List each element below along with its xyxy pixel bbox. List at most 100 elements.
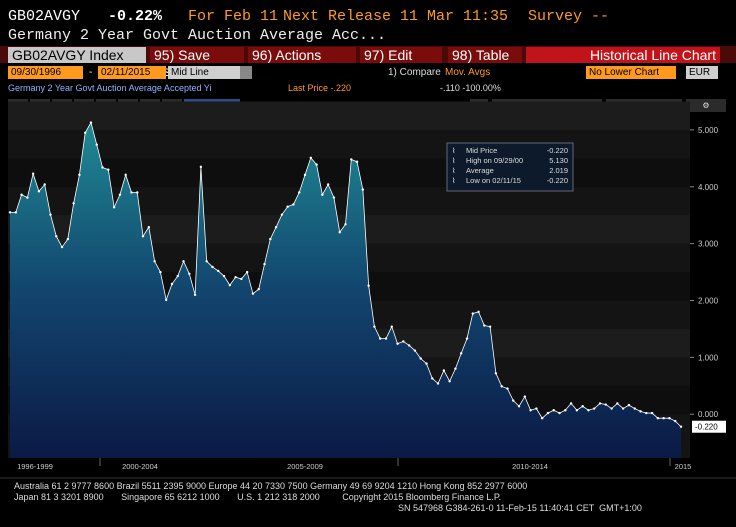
- y-tick-label: 0.000: [698, 410, 719, 419]
- legend-value: 2.019: [549, 166, 568, 175]
- mov-avgs[interactable]: Mov. Avgs: [445, 67, 491, 78]
- point: [55, 235, 58, 238]
- point: [303, 173, 307, 177]
- end-date[interactable]: 02/11/2015: [98, 66, 166, 79]
- point: [616, 402, 619, 405]
- start-date[interactable]: 09/30/1996: [8, 66, 83, 79]
- legend-icon: ⌇: [452, 167, 455, 175]
- x-period-label: 2015: [675, 462, 692, 471]
- toolbar-button[interactable]: 97) Edit: [360, 47, 442, 63]
- point: [217, 269, 220, 273]
- point: [344, 223, 347, 226]
- point: [147, 225, 151, 229]
- point: [153, 260, 156, 263]
- point: [558, 411, 561, 415]
- point: [95, 143, 98, 146]
- point: [442, 369, 446, 372]
- currency[interactable]: EUR: [686, 66, 718, 79]
- point: [407, 344, 411, 347]
- x-period-label: 2000-2004: [122, 462, 158, 471]
- change: -0.22%: [108, 8, 163, 25]
- point: [500, 385, 503, 388]
- point: [564, 409, 567, 412]
- point: [529, 409, 532, 412]
- price-change: -.110 -100.00%: [440, 83, 501, 93]
- point: [182, 260, 185, 263]
- point: [332, 196, 336, 199]
- point: [222, 274, 226, 278]
- settings-button[interactable]: ⚙: [686, 99, 726, 112]
- point: [535, 407, 538, 410]
- point: [107, 168, 110, 171]
- point: [610, 407, 613, 410]
- y-tick-label: 4.000: [698, 183, 719, 192]
- release-date: For Feb 11: [188, 8, 279, 25]
- point: [645, 411, 648, 415]
- point: [315, 163, 318, 166]
- x-period-label: 1996-1999: [17, 462, 53, 471]
- point: [263, 262, 266, 266]
- point: [488, 325, 492, 328]
- point: [240, 277, 243, 281]
- point: [20, 193, 23, 196]
- point: [465, 337, 469, 340]
- date-dash: -: [89, 67, 93, 78]
- point: [396, 342, 399, 345]
- point: [280, 213, 284, 216]
- footer-line: SN 547968 G384-261-0 11-Feb-15 11:40:41 …: [398, 503, 642, 513]
- point: [656, 416, 660, 420]
- y-tick-label: 2.000: [698, 296, 719, 305]
- point: [159, 270, 162, 274]
- point: [245, 270, 249, 274]
- point: [512, 399, 515, 402]
- legend-value: -0.220: [547, 146, 568, 155]
- point: [228, 283, 232, 287]
- legend-value: -0.220: [547, 176, 568, 185]
- last-price: Last Price -.220: [288, 83, 352, 93]
- point: [199, 165, 203, 169]
- legend-name: Average: [466, 166, 494, 175]
- point: [78, 173, 81, 177]
- toolbar-button[interactable]: 98) Table: [448, 47, 522, 63]
- point: [679, 425, 683, 428]
- toolbar-button[interactable]: 96) Actions: [248, 47, 356, 63]
- point: [14, 211, 17, 214]
- point: [674, 419, 677, 423]
- point: [83, 131, 87, 134]
- point: [234, 275, 237, 279]
- point: [581, 405, 584, 408]
- point: [477, 310, 480, 314]
- point: [639, 410, 642, 413]
- legend-value: 5.130: [549, 156, 568, 165]
- legend-icon: ⌇: [452, 157, 455, 165]
- dropdown-arrow[interactable]: [240, 66, 252, 79]
- compare[interactable]: 1) Compare: [388, 67, 441, 78]
- point: [193, 293, 197, 297]
- point: [326, 183, 330, 186]
- point: [384, 337, 388, 340]
- legend-name: Low on 02/11/15: [466, 176, 521, 185]
- point: [211, 265, 214, 269]
- point: [390, 325, 393, 328]
- lower-chart[interactable]: No Lower Chart: [586, 66, 676, 79]
- point: [118, 193, 122, 196]
- point: [454, 367, 457, 370]
- point: [598, 402, 602, 405]
- point: [604, 403, 608, 406]
- line-type[interactable]: Mid Line: [168, 66, 240, 79]
- point: [112, 206, 116, 209]
- point: [37, 190, 41, 193]
- legend-icon: ⌇: [452, 177, 455, 185]
- point: [72, 202, 75, 205]
- point: [662, 416, 665, 420]
- view-title[interactable]: Historical Line Chart: [526, 47, 720, 63]
- point: [373, 325, 376, 328]
- security-box[interactable]: GB02AVGY Index: [8, 47, 146, 63]
- point: [448, 380, 451, 383]
- point: [31, 172, 35, 175]
- y-tick-label: 1.000: [698, 353, 719, 362]
- point: [483, 324, 486, 327]
- point: [621, 407, 625, 410]
